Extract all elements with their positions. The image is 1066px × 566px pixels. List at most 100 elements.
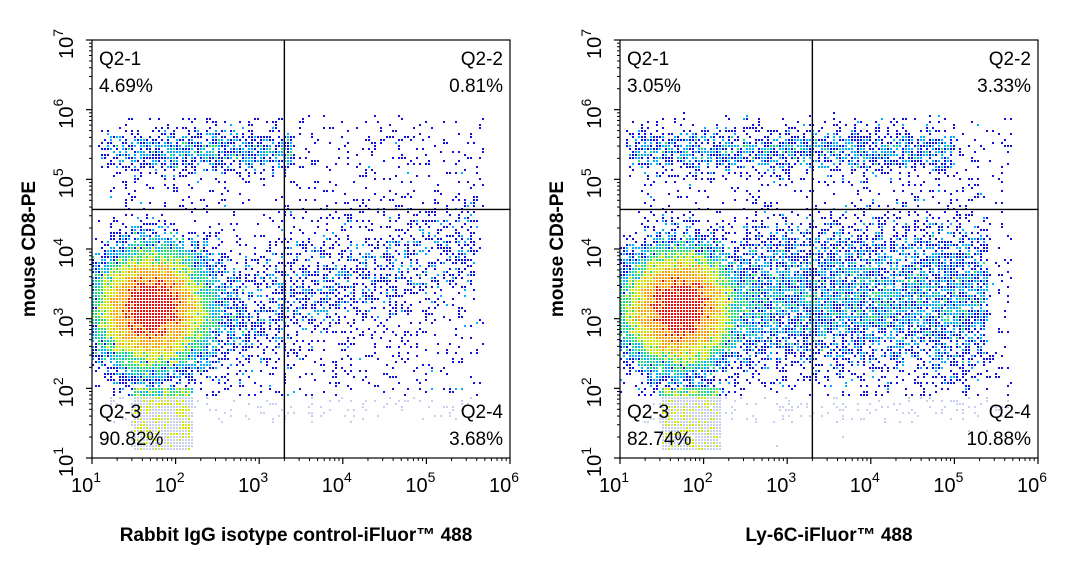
density-cell — [359, 334, 361, 336]
density-cell — [401, 310, 403, 312]
density-cell — [338, 283, 340, 285]
density-cell — [245, 259, 247, 261]
density-cell — [155, 172, 157, 174]
density-cell — [299, 349, 301, 351]
density-cell — [380, 265, 382, 267]
density-cell — [245, 154, 247, 156]
density-cell — [188, 439, 190, 441]
density-cell — [155, 271, 157, 273]
density-cell — [200, 265, 202, 267]
density-cell — [140, 172, 142, 174]
density-cell — [182, 439, 184, 441]
density-cell — [122, 145, 124, 147]
density-cell — [269, 277, 271, 279]
density-cell — [122, 289, 124, 291]
density-cell — [176, 316, 178, 318]
density-cell — [218, 319, 220, 321]
density-cell — [143, 409, 145, 411]
density-cell — [293, 292, 295, 294]
density-cell — [149, 241, 151, 243]
density-cell — [218, 133, 220, 135]
density-cell — [191, 340, 193, 342]
density-cell — [116, 355, 118, 357]
density-cell — [107, 373, 109, 375]
density-cell — [179, 316, 181, 318]
density-cell — [107, 289, 109, 291]
density-cell — [167, 145, 169, 147]
density-cell — [227, 304, 229, 306]
density-cell — [185, 175, 187, 177]
density-cell — [161, 313, 163, 315]
density-cell — [248, 142, 250, 144]
density-cell — [293, 289, 295, 291]
density-cell — [212, 283, 214, 285]
density-cell — [173, 301, 175, 303]
density-cell — [182, 409, 184, 411]
density-cell — [254, 325, 256, 327]
density-cell — [155, 304, 157, 306]
density-cell — [230, 322, 232, 324]
density-cell — [296, 331, 298, 333]
density-cell — [350, 292, 352, 294]
density-cell — [152, 262, 154, 264]
density-cell — [314, 283, 316, 285]
density-cell — [116, 301, 118, 303]
density-cell — [449, 250, 451, 252]
density-cell — [104, 331, 106, 333]
density-cell — [146, 391, 148, 393]
density-cell — [209, 367, 211, 369]
density-cell — [440, 262, 442, 264]
density-cell — [467, 142, 469, 144]
density-cell — [263, 280, 265, 282]
density-cell — [116, 283, 118, 285]
density-cell — [425, 286, 427, 288]
density-cell — [215, 163, 217, 165]
density-cell — [242, 178, 244, 180]
density-cell — [218, 298, 220, 300]
density-cell — [179, 364, 181, 366]
density-cell — [158, 307, 160, 309]
density-cell — [470, 232, 472, 234]
density-cell — [299, 166, 301, 168]
density-cell — [227, 190, 229, 192]
density-cell — [470, 397, 472, 399]
density-cell — [317, 226, 319, 228]
density-cell — [230, 319, 232, 321]
density-cell — [281, 304, 283, 306]
density-cell — [107, 301, 109, 303]
density-cell — [101, 322, 103, 324]
density-cell — [182, 235, 184, 237]
density-cell — [392, 241, 394, 243]
density-cell — [179, 301, 181, 303]
density-cell — [392, 376, 394, 378]
density-cell — [215, 154, 217, 156]
density-cell — [386, 403, 388, 405]
density-cell — [125, 283, 127, 285]
density-cell — [374, 343, 376, 345]
density-cell — [308, 187, 310, 189]
density-cell — [440, 151, 442, 153]
density-cell — [389, 220, 391, 222]
density-cell — [326, 331, 328, 333]
density-cell — [461, 361, 463, 363]
density-cell — [212, 271, 214, 273]
density-cell — [233, 211, 235, 213]
density-cell — [155, 157, 157, 159]
density-cell — [425, 154, 427, 156]
density-cell — [164, 160, 166, 162]
density-cell — [239, 343, 241, 345]
density-cell — [104, 328, 106, 330]
density-cell — [176, 256, 178, 258]
density-cell — [134, 433, 136, 435]
density-cell — [188, 313, 190, 315]
density-cell — [287, 307, 289, 309]
density-cell — [113, 328, 115, 330]
density-cell — [272, 367, 274, 369]
density-cell — [182, 331, 184, 333]
density-cell — [470, 136, 472, 138]
density-cell — [299, 325, 301, 327]
density-cell — [218, 295, 220, 297]
density-cell — [179, 424, 181, 426]
density-cell — [140, 310, 142, 312]
